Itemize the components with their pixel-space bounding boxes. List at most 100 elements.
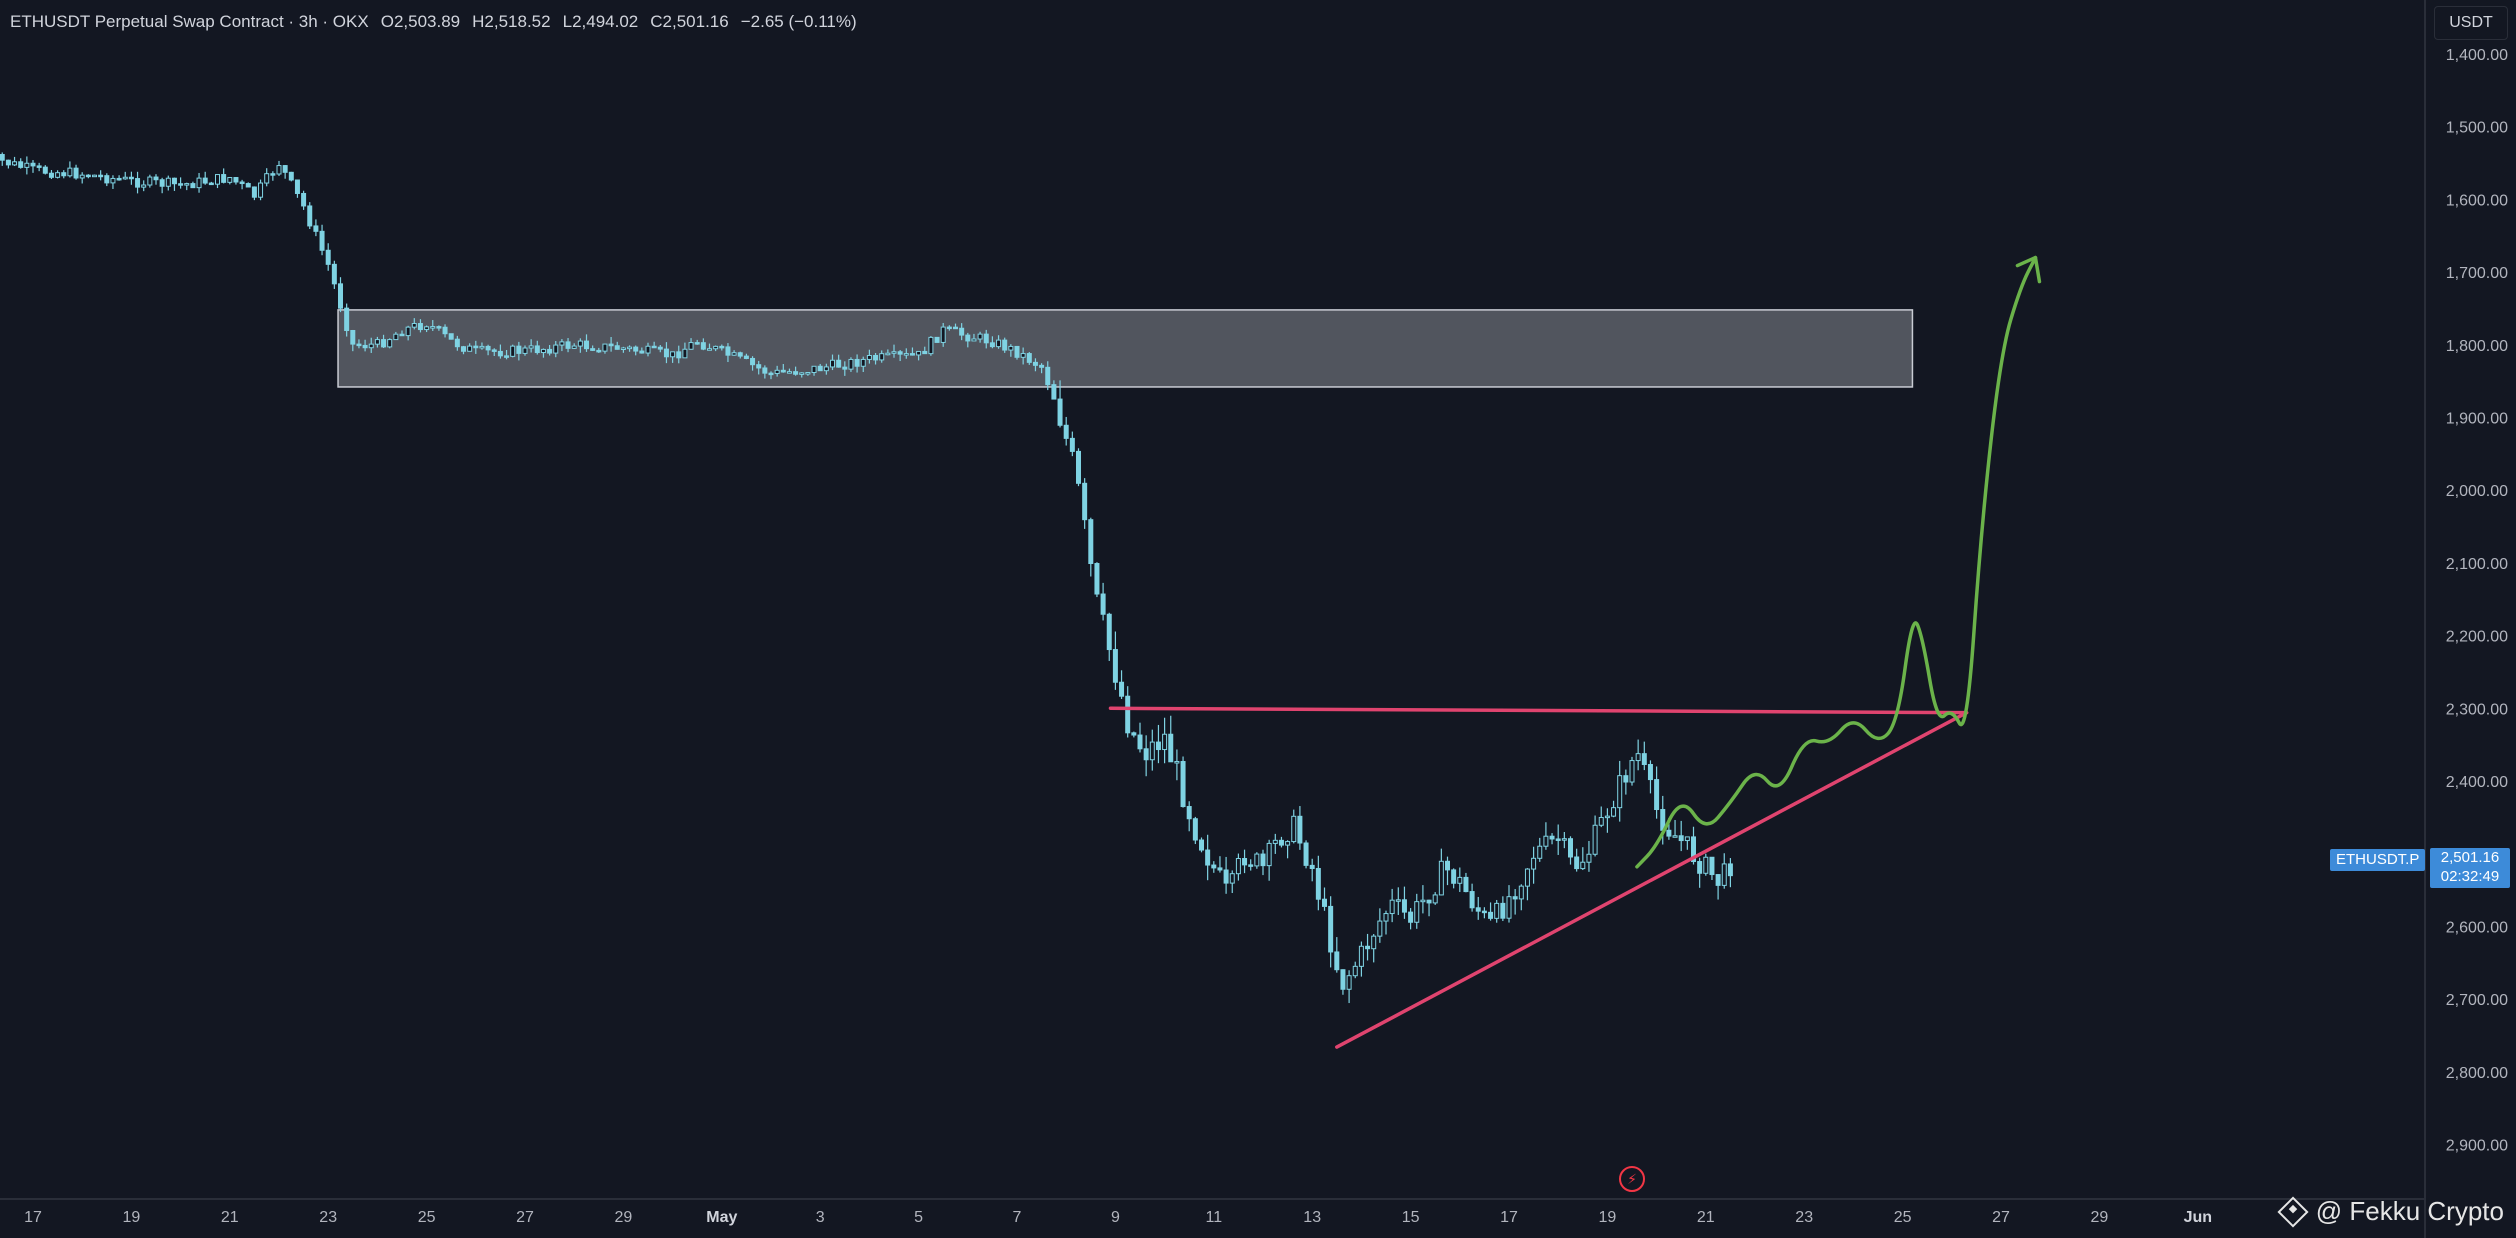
candle-body (1512, 896, 1518, 900)
candle-body (1457, 876, 1463, 884)
candle-body (362, 344, 368, 349)
candle-body (1395, 899, 1401, 902)
resistance-zone[interactable] (337, 309, 1914, 388)
price-chart[interactable] (0, 0, 2424, 1198)
candle-body (42, 166, 48, 174)
low-label: L (562, 12, 573, 31)
x-tick-label: 17 (24, 1209, 42, 1226)
x-tick-label: 23 (1795, 1209, 1813, 1226)
candle-body (356, 343, 362, 347)
y-tick-label: 2,800.00 (2446, 1065, 2508, 1082)
candle-body (165, 177, 171, 187)
y-tick-label: 2,100.00 (2446, 556, 2508, 573)
candle-body (1082, 482, 1088, 521)
x-tick-label: 21 (221, 1209, 239, 1226)
candle-body (116, 177, 122, 181)
candle-body (491, 349, 497, 352)
candle-body (842, 366, 848, 370)
candle-body (922, 350, 928, 355)
candle-body (1365, 945, 1371, 950)
candle-body (1266, 842, 1272, 867)
candle-body (0, 154, 5, 161)
candle-body (879, 353, 885, 361)
candle-body (848, 358, 854, 370)
candle-body (989, 342, 995, 348)
candle-body (67, 167, 73, 177)
candle-body (1014, 345, 1020, 358)
candle-body (1272, 839, 1278, 844)
candle-body (1401, 899, 1407, 913)
candle-body (1715, 874, 1721, 886)
candle-body (147, 176, 153, 186)
candle-body (559, 341, 565, 346)
resistance-line[interactable] (1108, 706, 1969, 715)
candle-body (1002, 339, 1008, 351)
candle-body (288, 171, 294, 181)
candle-body (510, 345, 516, 357)
candle-body (713, 345, 719, 350)
candle-body (399, 333, 405, 337)
candle-body (233, 177, 239, 183)
candle-body (417, 323, 423, 331)
candle-body (251, 186, 257, 198)
candle-body (590, 348, 596, 351)
candle-body (799, 372, 805, 375)
candle-body (762, 367, 768, 374)
support-line[interactable] (1335, 710, 1969, 1049)
candle-body (221, 174, 227, 183)
candle-body (786, 371, 792, 374)
candle-body (467, 345, 473, 352)
candle-body (270, 173, 276, 176)
candle-body (1568, 838, 1573, 858)
candle-body (1604, 815, 1610, 819)
candle-body (1248, 864, 1254, 867)
y-tick-label: 1,700.00 (2446, 265, 2508, 282)
candle-body (1389, 899, 1395, 915)
candle-body (1543, 835, 1549, 847)
candle-body (1611, 807, 1617, 817)
candle-body (940, 326, 946, 343)
y-axis-labels: 1,400.00 1,500.00 1,600.00 1,700.00 1,800.00… (2446, 47, 2508, 1155)
candle-body (1352, 965, 1358, 977)
candle-body (1426, 899, 1432, 904)
projection-path[interactable] (1635, 255, 2038, 869)
candle-body (1654, 779, 1660, 811)
candle-body (301, 192, 307, 207)
candle-body (294, 179, 300, 194)
x-axis-labels: 17 19 21 23 25 27 29 May 3 5 7 9 11 13 15 17 19 21 23 25 27 2… (24, 1209, 2212, 1226)
candle-body (959, 327, 965, 336)
currency-button[interactable]: USDT (2434, 6, 2508, 40)
candle-body (1162, 733, 1168, 751)
candle-body (774, 369, 780, 374)
candle-body (153, 176, 159, 181)
bolt-icon[interactable]: ⚡ (1619, 1166, 1645, 1192)
candle-body (411, 323, 417, 328)
candle-body (141, 184, 147, 188)
candle-body (1537, 845, 1543, 859)
candle-body (264, 173, 270, 184)
candle-body (1438, 860, 1444, 896)
candle-body (1684, 836, 1690, 842)
candle-body (866, 355, 872, 360)
candle-body (1291, 815, 1297, 843)
x-tick-label: 23 (319, 1209, 337, 1226)
candle-body (1155, 741, 1161, 751)
candle-body (282, 165, 288, 173)
candle-body (61, 172, 67, 177)
open-value: 2,503.89 (393, 12, 461, 31)
candle-body (325, 249, 331, 265)
candle-body (1032, 361, 1038, 366)
candle-body (1420, 899, 1426, 903)
candle-body (737, 352, 743, 357)
x-tick-label: 15 (1402, 1209, 1420, 1226)
candle-body (424, 326, 430, 331)
y-tick-label: 2,900.00 (2446, 1138, 2508, 1155)
symbol-title[interactable]: ETHUSDT Perpetual Swap Contract · 3h · O… (10, 12, 369, 31)
candle-body (1149, 741, 1155, 761)
x-tick-label: Jun (2184, 1209, 2212, 1226)
y-tick-label: 2,600.00 (2446, 919, 2508, 936)
candle-body (1076, 450, 1081, 484)
candle-body (1328, 905, 1334, 953)
candle-body (1463, 876, 1469, 893)
candle-body (331, 263, 337, 285)
